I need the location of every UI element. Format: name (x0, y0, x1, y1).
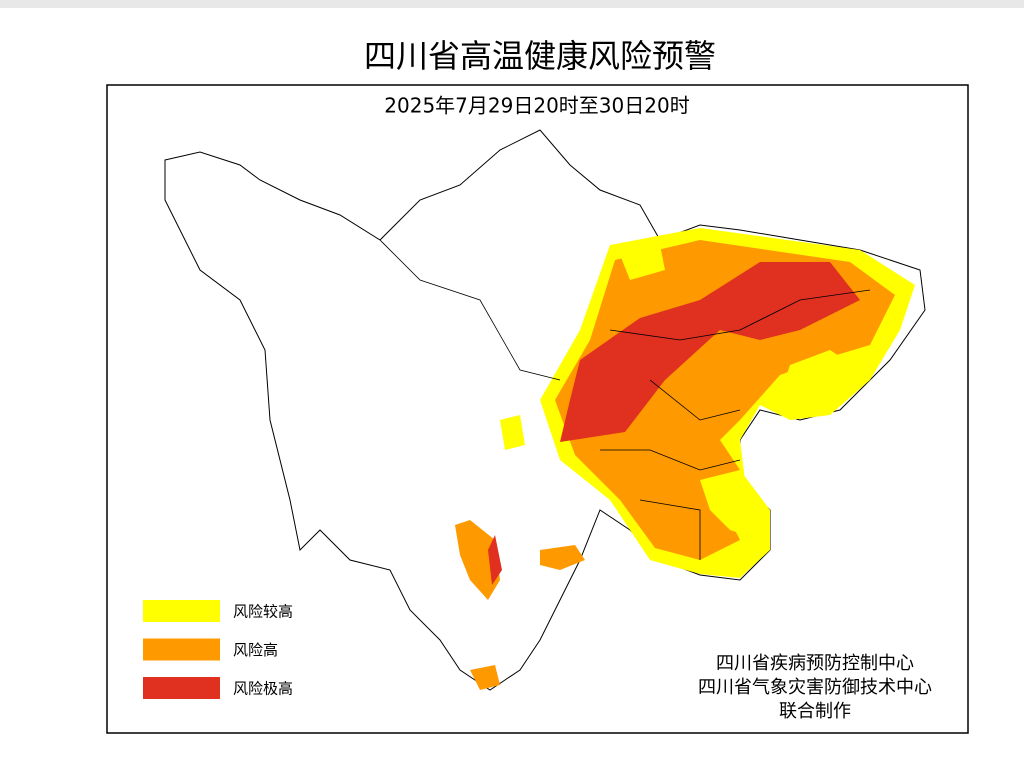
legend-label: 风险极高 (233, 680, 293, 698)
legend-label: 风险较高 (233, 603, 293, 621)
top-band (0, 0, 1024, 8)
legend-label: 风险高 (233, 641, 278, 659)
risk-area (500, 415, 525, 450)
risk-area (560, 262, 860, 442)
subtitle: 2025年7月29日20时至30日20时 (384, 94, 689, 118)
risk-area (488, 535, 502, 585)
risk-area (540, 545, 585, 570)
credit-line: 联合制作 (779, 701, 851, 722)
map (164, 129, 926, 691)
risk-area (455, 520, 500, 600)
legend-swatch (143, 677, 220, 699)
legend-swatch (143, 600, 220, 622)
risk-area (470, 665, 500, 690)
district-boundary (379, 239, 871, 560)
legend-swatch (143, 638, 220, 661)
credit-line: 四川省疾病预防控制中心 (716, 653, 914, 674)
risk-area (620, 245, 665, 280)
risk-area (700, 470, 770, 540)
title: 四川省高温健康风险预警 (364, 37, 716, 75)
risk-area (780, 350, 860, 415)
credit-line: 四川省气象灾害防御技术中心 (698, 677, 932, 698)
